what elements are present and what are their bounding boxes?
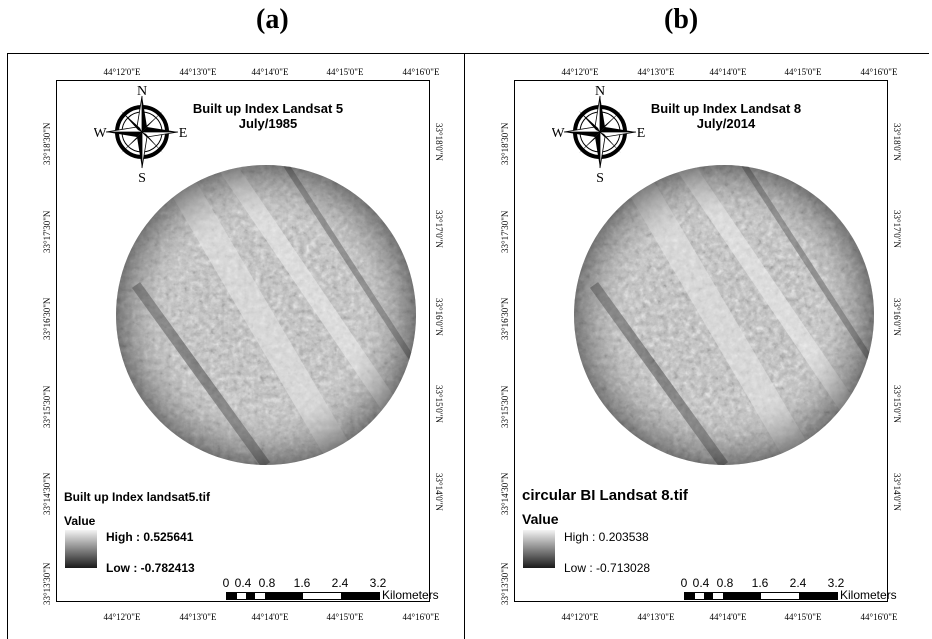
lon-tick-top: 44°13'0"E <box>179 67 217 77</box>
lat-tick-left: 33°13'30"N <box>42 562 52 605</box>
legend-high: High : 0.525641 <box>106 530 194 544</box>
scale-label: 1.6 <box>293 576 311 590</box>
lat-tick-right: 33°14'0"N <box>434 473 444 511</box>
lon-tick-bottom: 44°13'0"E <box>179 612 217 622</box>
lon-tick-bottom: 44°15'0"E <box>326 612 364 622</box>
map-title-line2: July/2014 <box>696 116 756 131</box>
panel-label-a: (a) <box>256 4 289 35</box>
scale-label: 2.4 <box>789 576 807 590</box>
compass-n: N <box>595 84 605 99</box>
panel-label-b: (b) <box>664 4 699 35</box>
scale-unit: Kilometers <box>382 588 439 602</box>
map-title-line2: July/1985 <box>238 116 298 131</box>
legend-value-label: Value <box>64 514 96 528</box>
lat-tick-left: 33°13'30"N <box>500 562 510 605</box>
scale-label: 0 <box>680 576 688 590</box>
lon-tick-bottom: 44°12'0"E <box>103 612 141 622</box>
lon-tick-bottom: 44°16'0"E <box>860 612 898 622</box>
compass-e: E <box>179 126 188 141</box>
scale-label: 0.4 <box>234 576 252 590</box>
scale-label: 3.2 <box>369 576 387 590</box>
compass-rose-icon: N S W E <box>551 84 648 186</box>
raster-circle <box>116 165 416 465</box>
lat-tick-left: 33°14'30"N <box>42 472 52 515</box>
frame-divider <box>464 53 465 639</box>
compass-n: N <box>137 84 147 99</box>
lat-tick-left: 33°16'30"N <box>500 297 510 340</box>
compass-e: E <box>637 126 646 141</box>
legend-title: Built up Index landsat5.tif <box>64 490 211 504</box>
map-title: Built up Index Landsat 8 July/2014 <box>626 101 826 131</box>
map-title: Built up Index Landsat 5 July/1985 <box>168 101 368 131</box>
lat-tick-left: 33°18'30"N <box>42 122 52 165</box>
lon-tick-top: 44°12'0"E <box>561 67 599 77</box>
scale-label: 0.8 <box>716 576 734 590</box>
lon-tick-bottom: 44°14'0"E <box>709 612 747 622</box>
lon-tick-top: 44°15'0"E <box>326 67 364 77</box>
lat-tick-left: 33°16'30"N <box>42 297 52 340</box>
scale-label: 1.6 <box>751 576 769 590</box>
legend-value-label: Value <box>522 511 559 527</box>
legend-color-ramp <box>65 530 97 568</box>
legend-low: Low : -0.713028 <box>564 561 651 575</box>
compass-rose-icon: N S W E <box>93 84 190 186</box>
compass-w: W <box>94 126 107 141</box>
lat-tick-right: 33°18'0"N <box>892 123 902 161</box>
lon-tick-top: 44°16'0"E <box>860 67 898 77</box>
legend-title: circular BI Landsat 8.tif <box>522 487 688 504</box>
map-title-line1: Built up Index Landsat 8 <box>650 101 802 116</box>
lon-tick-bottom: 44°12'0"E <box>561 612 599 622</box>
compass-w: W <box>552 126 565 141</box>
lat-tick-left: 33°15'30"N <box>500 385 510 428</box>
legend-low: Low : -0.782413 <box>106 561 195 575</box>
map-title-line1: Built up Index Landsat 5 <box>192 101 344 116</box>
scale-label: 0.8 <box>258 576 276 590</box>
lat-tick-left: 33°15'30"N <box>42 385 52 428</box>
lon-tick-top: 44°14'0"E <box>251 67 289 77</box>
lat-tick-right: 33°15'0"N <box>434 385 444 423</box>
legend-high: High : 0.203538 <box>564 530 649 544</box>
lat-tick-left: 33°14'30"N <box>500 472 510 515</box>
scale-label: 0 <box>222 576 230 590</box>
frame-top-rule <box>7 53 928 54</box>
lon-tick-bottom: 44°14'0"E <box>251 612 289 622</box>
lat-tick-right: 33°17'0"N <box>892 210 902 248</box>
lat-tick-right: 33°14'0"N <box>892 473 902 511</box>
scale-unit: Kilometers <box>840 588 897 602</box>
lat-tick-right: 33°17'0"N <box>434 210 444 248</box>
lat-tick-right: 33°16'0"N <box>434 298 444 336</box>
scale-bar <box>684 592 838 600</box>
lat-tick-right: 33°18'0"N <box>434 123 444 161</box>
raster-circle <box>574 165 874 465</box>
lat-tick-left: 33°17'30"N <box>500 210 510 253</box>
lon-tick-top: 44°12'0"E <box>103 67 141 77</box>
lat-tick-left: 33°17'30"N <box>42 210 52 253</box>
scale-label: 2.4 <box>331 576 349 590</box>
lon-tick-bottom: 44°15'0"E <box>784 612 822 622</box>
lat-tick-right: 33°15'0"N <box>892 385 902 423</box>
compass-s: S <box>596 171 604 184</box>
lon-tick-top: 44°14'0"E <box>709 67 747 77</box>
scale-label: 3.2 <box>827 576 845 590</box>
legend-color-ramp <box>523 530 555 568</box>
lon-tick-top: 44°16'0"E <box>402 67 440 77</box>
lon-tick-bottom: 44°16'0"E <box>402 612 440 622</box>
compass-s: S <box>138 171 146 184</box>
lat-tick-right: 33°16'0"N <box>892 298 902 336</box>
scale-bar <box>226 592 380 600</box>
lon-tick-top: 44°15'0"E <box>784 67 822 77</box>
lon-tick-top: 44°13'0"E <box>637 67 675 77</box>
lon-tick-bottom: 44°13'0"E <box>637 612 675 622</box>
scale-label: 0.4 <box>692 576 710 590</box>
lat-tick-left: 33°18'30"N <box>500 122 510 165</box>
